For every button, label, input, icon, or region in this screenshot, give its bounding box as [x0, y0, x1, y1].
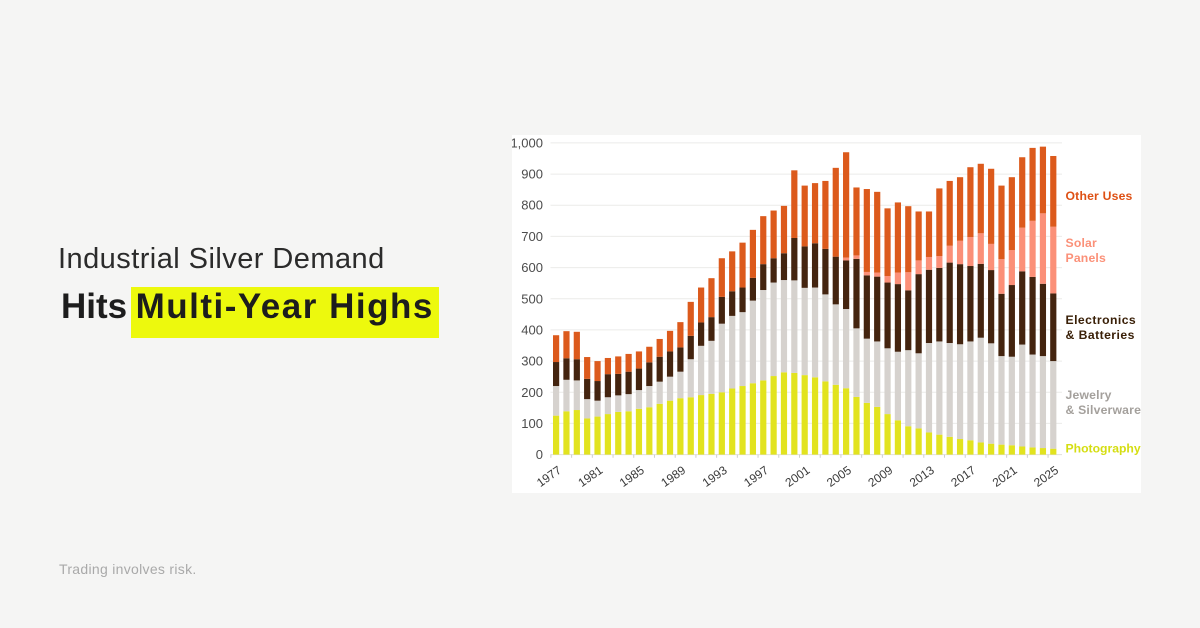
svg-text:Panels: Panels: [1066, 251, 1107, 265]
svg-text:400: 400: [521, 322, 543, 337]
svg-text:& Batteries: & Batteries: [1066, 328, 1135, 342]
svg-text:200: 200: [521, 385, 543, 400]
svg-text:Solar: Solar: [1066, 236, 1098, 250]
svg-text:2025: 2025: [1031, 463, 1061, 490]
svg-text:300: 300: [521, 354, 543, 369]
svg-text:800: 800: [521, 198, 543, 213]
svg-text:2017: 2017: [948, 463, 978, 490]
svg-text:0: 0: [536, 447, 543, 462]
svg-text:1985: 1985: [617, 463, 647, 490]
svg-text:2013: 2013: [907, 463, 937, 490]
svg-text:1989: 1989: [658, 463, 688, 490]
svg-text:2009: 2009: [865, 463, 895, 490]
svg-text:1,000: 1,000: [512, 135, 543, 150]
svg-text:1997: 1997: [741, 463, 771, 490]
svg-text:2001: 2001: [783, 463, 813, 490]
svg-text:Other Uses: Other Uses: [1066, 189, 1133, 203]
svg-text:2021: 2021: [990, 463, 1020, 490]
svg-text:Photography: Photography: [1066, 442, 1141, 456]
svg-text:1993: 1993: [700, 463, 730, 490]
svg-text:Jewelry: Jewelry: [1066, 388, 1112, 402]
svg-text:& Silverware: & Silverware: [1066, 403, 1142, 417]
svg-text:500: 500: [521, 291, 543, 306]
svg-text:2005: 2005: [824, 463, 854, 490]
svg-text:100: 100: [521, 416, 543, 431]
svg-text:700: 700: [521, 229, 543, 244]
svg-text:600: 600: [521, 260, 543, 275]
svg-text:1981: 1981: [575, 463, 605, 490]
svg-text:Electronics: Electronics: [1066, 313, 1137, 327]
svg-text:1977: 1977: [534, 463, 564, 490]
svg-text:900: 900: [521, 167, 543, 182]
